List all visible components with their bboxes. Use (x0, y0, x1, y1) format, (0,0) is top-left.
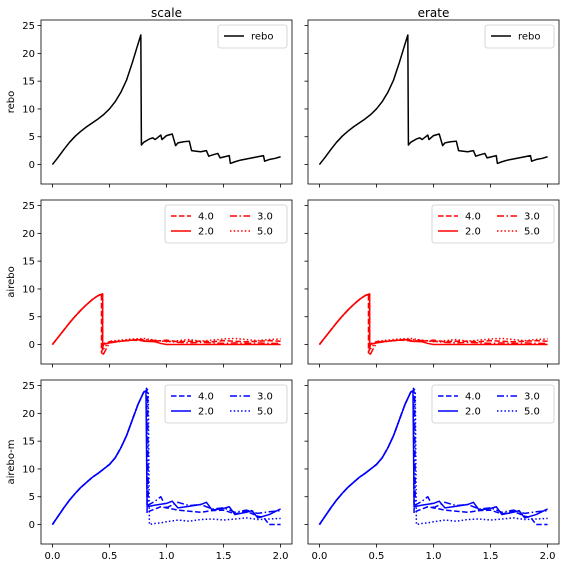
column-title-1: erate (418, 6, 450, 20)
panel-airebo-m-erate: 0.0 0.5 1.0 1.5 2.0 4.0 2.0 3.0 5.0 (304, 379, 560, 562)
y-tick-label: 10 (22, 464, 35, 475)
y-tick-label: 5 (29, 132, 35, 143)
legend-box (217, 24, 288, 49)
legend-box (164, 204, 288, 244)
legend-label-4.0: 4.0 (465, 212, 481, 223)
legend-label-2.0: 2.0 (198, 407, 214, 418)
y-tick-label: 25 (22, 21, 35, 32)
legend-label-5.0: 5.0 (257, 407, 273, 418)
panel-airebo-scale: 0 5 10 15 20 25 4.0 2.0 3.0 5.0 (22, 199, 293, 368)
y-tick-label: 20 (22, 229, 35, 240)
column-title-0: scale (151, 6, 182, 20)
legend-label-3.0: 3.0 (257, 392, 273, 403)
y-tick-label: 15 (22, 77, 35, 88)
series-line-airebo-m-5.0 (318, 390, 548, 526)
series-line-airebo-m-3.0 (318, 388, 548, 525)
y-tick-label: 15 (22, 437, 35, 448)
legend-label-4.0: 4.0 (198, 212, 214, 223)
series-line-rebo-rebo (51, 34, 281, 166)
legend-label-2.0: 2.0 (465, 407, 481, 418)
y-tick-label: 15 (22, 257, 35, 268)
y-axis-label-rebo: rebo (6, 91, 17, 114)
legend-label-5.0: 5.0 (524, 227, 540, 238)
legend-label-4.0: 4.0 (465, 392, 481, 403)
y-tick-label: 5 (29, 492, 35, 503)
y-axis-label-airebo-m: airebo-m (6, 440, 17, 485)
legend-box (431, 204, 555, 244)
y-tick-label: 5 (29, 312, 35, 323)
series-line-airebo-3.0 (51, 293, 281, 357)
y-tick-label: 25 (22, 381, 35, 392)
legend-label-5.0: 5.0 (257, 227, 273, 238)
x-tick-label: 0.5 (369, 551, 385, 562)
x-tick-label: 2.0 (273, 551, 289, 562)
x-tick-label: 1.0 (426, 551, 442, 562)
legend-label-3.0: 3.0 (524, 212, 540, 223)
y-tick-label: 0 (29, 340, 35, 351)
legend-label-4.0: 4.0 (198, 392, 214, 403)
series-line-airebo-3.0 (318, 293, 548, 357)
legend: 4.0 2.0 3.0 5.0 (164, 384, 288, 424)
legend-box (431, 384, 555, 424)
legend-label-3.0: 3.0 (524, 392, 540, 403)
legend-label-rebo: rebo (518, 32, 541, 43)
y-tick-label: 0 (29, 160, 35, 171)
legend-label-rebo: rebo (251, 32, 274, 43)
legend: 4.0 2.0 3.0 5.0 (431, 384, 555, 424)
series-line-airebo-m-3.0 (51, 388, 281, 525)
legend: 4.0 2.0 3.0 5.0 (164, 204, 288, 244)
y-tick-label: 25 (22, 201, 35, 212)
legend-box (164, 384, 288, 424)
x-tick-label: 1.5 (216, 551, 232, 562)
x-tick-label: 1.0 (159, 551, 175, 562)
legend-label-2.0: 2.0 (198, 227, 214, 238)
panel-rebo-scale: 0 5 10 15 20 25 rebo (22, 19, 293, 188)
panel-airebo-erate: 4.0 2.0 3.0 5.0 (304, 199, 560, 368)
y-tick-label: 10 (22, 104, 35, 115)
legend-label-2.0: 2.0 (465, 227, 481, 238)
legend-label-5.0: 5.0 (524, 407, 540, 418)
legend-box (484, 24, 555, 49)
y-tick-label: 0 (29, 520, 35, 531)
x-tick-label: 0.5 (102, 551, 118, 562)
x-tick-label: 1.5 (483, 551, 499, 562)
x-tick-label: 0.0 (44, 551, 60, 562)
legend-label-3.0: 3.0 (257, 212, 273, 223)
panel-rebo-erate: rebo (304, 19, 560, 188)
series-line-airebo-m-5.0 (51, 390, 281, 526)
y-tick-label: 10 (22, 284, 35, 295)
y-tick-label: 20 (22, 409, 35, 420)
legend: rebo (484, 24, 555, 49)
y-axis-label-airebo: airebo (6, 266, 17, 297)
y-tick-label: 20 (22, 49, 35, 60)
x-tick-label: 0.0 (311, 551, 327, 562)
x-tick-label: 2.0 (540, 551, 556, 562)
series-line-airebo-2.0 (318, 293, 548, 346)
series-line-rebo-rebo (318, 34, 548, 166)
legend: 4.0 2.0 3.0 5.0 (431, 204, 555, 244)
series-line-airebo-2.0 (51, 293, 281, 346)
legend: rebo (217, 24, 288, 49)
panel-airebo-m-scale: 0 5 10 15 20 25 0.0 0.5 1.0 1.5 2.0 4.0 2.0 3.0 5.0 (22, 379, 293, 562)
